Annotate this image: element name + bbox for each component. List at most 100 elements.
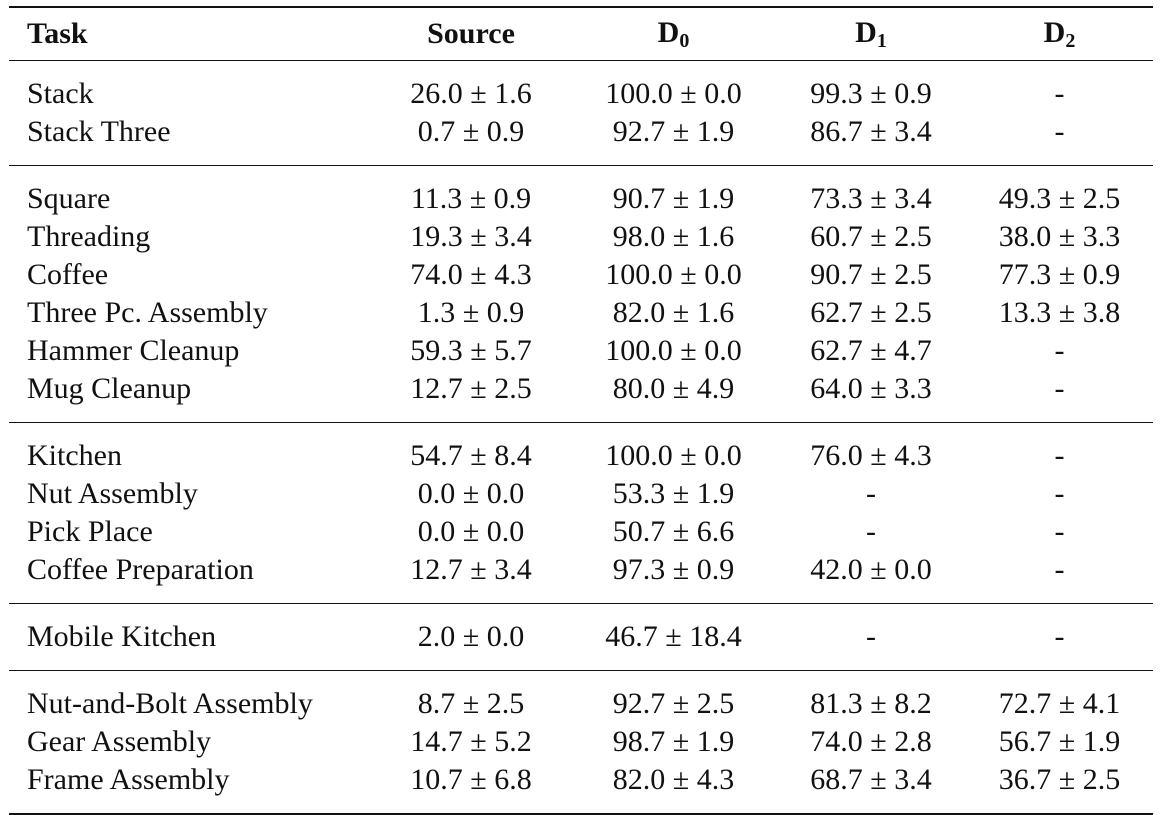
cell-d0: 53.3 ± 1.9 [612, 477, 735, 510]
cell-d1: 99.3 ± 0.9 [810, 77, 932, 110]
table-row: Nut Assembly 0.0 ± 0.0 53.3 ± 1.9 - - [9, 475, 1153, 513]
cell-d1: 76.0 ± 4.3 [810, 439, 932, 472]
cell-d2: 13.3 ± 3.8 [998, 296, 1121, 329]
cell-task: Threading [27, 220, 151, 253]
table-row: Nut-and-Bolt Assembly 8.7 ± 2.5 92.7 ± 2.5… [9, 671, 1153, 724]
cell-source: 1.3 ± 0.9 [417, 296, 525, 329]
cell-source: 19.3 ± 3.4 [410, 220, 532, 253]
header-row: Task Source D0 D1 D2 [9, 7, 1153, 61]
cell-task: Mug Cleanup [27, 372, 192, 405]
cell-task: Hammer Cleanup [27, 334, 240, 367]
header-d2: D2 [966, 7, 1153, 61]
cell-d1: - [866, 477, 876, 510]
cell-task: Kitchen [27, 439, 122, 472]
table-group: Stack 26.0 ± 1.6 100.0 ± 0.0 99.3 ± 0.9- Sta… [9, 61, 1153, 166]
cell-task: Stack Three [27, 115, 171, 148]
cell-task: Frame Assembly [27, 763, 230, 796]
table-row: Square 11.3 ± 0.9 90.7 ± 1.9 73.3 ± 3.4 49.3… [9, 166, 1153, 219]
cell-d2: - [1054, 477, 1065, 510]
table-row: Threading 19.3 ± 3.4 98.0 ± 1.6 60.7 ± 2.5 3… [9, 218, 1153, 256]
header-d0-sub: 0 [679, 29, 690, 52]
cell-d0: 100.0 ± 0.0 [605, 77, 742, 110]
cell-d2: - [1054, 372, 1065, 405]
cell-d1: 42.0 ± 0.0 [810, 553, 932, 586]
cell-d1: - [866, 515, 876, 548]
cell-d2: 56.7 ± 1.9 [998, 725, 1121, 758]
cell-source: 10.7 ± 6.8 [410, 763, 532, 796]
cell-d1: 90.7 ± 2.5 [810, 258, 932, 291]
table-group: Kitchen 54.7 ± 8.4 100.0 ± 0.0 76.0 ± 4.3- N… [9, 423, 1153, 604]
cell-source: 0.0 ± 0.0 [417, 515, 525, 548]
cell-d2: - [1054, 620, 1065, 653]
header-d0: D0 [571, 7, 776, 61]
cell-d1: 62.7 ± 4.7 [810, 334, 932, 367]
cell-d0: 97.3 ± 0.9 [612, 553, 735, 586]
cell-source: 74.0 ± 4.3 [410, 258, 532, 291]
cell-d1: 60.7 ± 2.5 [810, 220, 932, 253]
cell-d2: - [1054, 77, 1065, 110]
cell-source: 59.3 ± 5.7 [410, 334, 532, 367]
header-d1-base: D [855, 15, 877, 49]
cell-d2: 49.3 ± 2.5 [998, 182, 1121, 215]
cell-d2: 36.7 ± 2.5 [998, 763, 1121, 796]
cell-d0: 80.0 ± 4.9 [612, 372, 735, 405]
cell-d2: 77.3 ± 0.9 [998, 258, 1121, 291]
header-d1: D1 [776, 7, 966, 61]
cell-d2: - [1054, 515, 1065, 548]
table-group: Mobile Kitchen 2.0 ± 0.0 46.7 ± 18.4 - - [9, 604, 1153, 671]
cell-source: 12.7 ± 2.5 [410, 372, 532, 405]
header-source: Source [427, 17, 515, 50]
cell-d0: 92.7 ± 1.9 [612, 115, 735, 148]
cell-task: Three Pc. Assembly [27, 296, 268, 329]
cell-source: 2.0 ± 0.0 [417, 620, 525, 653]
table-row: Stack 26.0 ± 1.6 100.0 ± 0.0 99.3 ± 0.9 - [9, 61, 1153, 114]
header-d1-sub: 1 [876, 29, 887, 52]
cell-d0: 46.7 ± 18.4 [605, 620, 742, 653]
header-d0-base: D [657, 15, 680, 49]
cell-d1: 62.7 ± 2.5 [810, 296, 932, 329]
cell-d0: 98.0 ± 1.6 [612, 220, 735, 253]
table-row: Stack Three 0.7 ± 0.9 92.7 ± 1.9 86.7 ± 3.4… [9, 113, 1153, 166]
results-table: Task Source D0 D1 D2 Stack 26.0 ± 1.6 100.… [9, 6, 1153, 815]
header-d2-sub: 2 [1065, 29, 1076, 52]
cell-source: 0.7 ± 0.9 [417, 115, 525, 148]
cell-task: Mobile Kitchen [27, 620, 217, 653]
cell-source: 8.7 ± 2.5 [417, 687, 525, 720]
cell-task: Gear Assembly [27, 725, 212, 758]
cell-d2: - [1054, 334, 1065, 367]
cell-d1: 73.3 ± 3.4 [810, 182, 932, 215]
cell-d0: 100.0 ± 0.0 [605, 334, 742, 367]
cell-d2: - [1054, 439, 1065, 472]
cell-d0: 98.7 ± 1.9 [612, 725, 735, 758]
header-d2-base: D [1043, 15, 1066, 49]
cell-task: Pick Place [27, 515, 153, 548]
cell-d2: - [1054, 115, 1065, 148]
cell-task: Square [27, 182, 111, 215]
table-row: Coffee 74.0 ± 4.3 100.0 ± 0.0 90.7 ± 2.5 77.… [9, 256, 1153, 294]
table-row: Frame Assembly 10.7 ± 6.8 82.0 ± 4.3 68.7 ±… [9, 761, 1153, 814]
table-row: Hammer Cleanup 59.3 ± 5.7 100.0 ± 0.0 62.7 … [9, 332, 1153, 370]
cell-source: 0.0 ± 0.0 [417, 477, 525, 510]
cell-d1: - [866, 620, 876, 653]
cell-d1: 74.0 ± 2.8 [810, 725, 932, 758]
table-row: Three Pc. Assembly 1.3 ± 0.9 82.0 ± 1.6 62.… [9, 294, 1153, 332]
cell-task: Coffee Preparation [27, 553, 254, 586]
cell-source: 54.7 ± 8.4 [410, 439, 532, 472]
table-group: Nut-and-Bolt Assembly 8.7 ± 2.5 92.7 ± 2.5… [9, 671, 1153, 814]
cell-d2: - [1054, 553, 1065, 586]
table-row: Kitchen 54.7 ± 8.4 100.0 ± 0.0 76.0 ± 4.3 - [9, 423, 1153, 476]
cell-d2: 38.0 ± 3.3 [998, 220, 1121, 253]
cell-d0: 100.0 ± 0.0 [605, 258, 742, 291]
table-group: Square 11.3 ± 0.9 90.7 ± 1.9 73.3 ± 3.4 49.3… [9, 166, 1153, 423]
table-row: Mobile Kitchen 2.0 ± 0.0 46.7 ± 18.4 - - [9, 604, 1153, 671]
cell-d0: 92.7 ± 2.5 [612, 687, 735, 720]
cell-d0: 50.7 ± 6.6 [612, 515, 735, 548]
cell-d1: 68.7 ± 3.4 [810, 763, 932, 796]
cell-d1: 64.0 ± 3.3 [810, 372, 932, 405]
cell-source: 26.0 ± 1.6 [410, 77, 532, 110]
results-table-container: Task Source D0 D1 D2 Stack 26.0 ± 1.6 100.… [9, 6, 1153, 815]
cell-task: Nut-and-Bolt Assembly [27, 687, 313, 720]
cell-d0: 82.0 ± 4.3 [612, 763, 735, 796]
table-row: Mug Cleanup 12.7 ± 2.5 80.0 ± 4.9 64.0 ± 3.… [9, 370, 1153, 423]
cell-d1: 81.3 ± 8.2 [810, 687, 932, 720]
